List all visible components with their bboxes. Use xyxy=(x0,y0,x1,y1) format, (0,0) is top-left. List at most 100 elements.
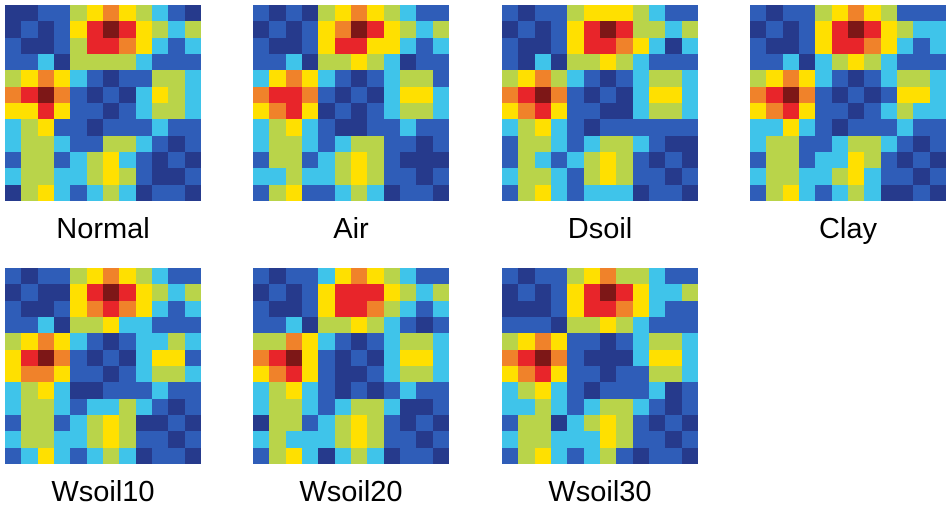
heatmap-cell xyxy=(5,168,22,185)
heatmap-cell xyxy=(302,168,319,185)
heatmap-cell xyxy=(54,119,71,136)
heatmap-cell xyxy=(551,333,568,350)
heatmap-cell xyxy=(37,37,54,54)
heatmap-cell xyxy=(616,86,633,103)
heatmap-cell xyxy=(432,382,449,399)
heatmap-cell xyxy=(135,152,152,169)
heatmap-cell xyxy=(583,366,600,383)
heatmap-cell xyxy=(831,86,848,103)
heatmap-cell xyxy=(681,333,698,350)
heatmap-cell xyxy=(135,21,152,38)
heatmap-cell xyxy=(583,5,600,22)
heatmap-cell xyxy=(815,152,832,169)
heatmap-cell xyxy=(70,268,87,285)
heatmap-cell xyxy=(782,103,799,120)
heatmap xyxy=(502,268,698,464)
heatmap-cell xyxy=(649,86,666,103)
heatmap-cell xyxy=(632,333,649,350)
heatmap-cell xyxy=(302,317,319,334)
heatmap-cell xyxy=(502,184,519,201)
heatmap-cell xyxy=(135,447,152,464)
heatmap-cell xyxy=(168,70,185,87)
heatmap-cell xyxy=(600,54,617,71)
heatmap-cell xyxy=(897,54,914,71)
heatmap-cell xyxy=(583,415,600,432)
heatmap-cell xyxy=(782,21,799,38)
heatmap-cell xyxy=(534,168,551,185)
heatmap-cell xyxy=(285,5,302,22)
heatmap-cell xyxy=(54,103,71,120)
heatmap-cell xyxy=(681,268,698,285)
heatmap-cell xyxy=(551,349,568,366)
heatmap-cell xyxy=(864,21,881,38)
heatmap-cell xyxy=(864,5,881,22)
heatmap-cell xyxy=(285,184,302,201)
heatmap-cell xyxy=(302,135,319,152)
heatmap-cell xyxy=(616,21,633,38)
heatmap-cell xyxy=(269,103,286,120)
heatmap-cell xyxy=(367,5,384,22)
heatmap-cell xyxy=(616,382,633,399)
heatmap-cell xyxy=(86,431,103,448)
heatmap-cell xyxy=(616,300,633,317)
heatmap-cell xyxy=(302,152,319,169)
heatmap-cell xyxy=(21,284,38,301)
heatmap-cell xyxy=(70,398,87,415)
heatmap-cell xyxy=(880,103,897,120)
heatmap-cell xyxy=(518,398,535,415)
heatmap-cell xyxy=(583,349,600,366)
heatmap-cell xyxy=(815,37,832,54)
heatmap-cell xyxy=(135,317,152,334)
heatmap-cell xyxy=(616,135,633,152)
heatmap-cell xyxy=(152,184,169,201)
heatmap-cell xyxy=(168,300,185,317)
heatmap-cell xyxy=(864,119,881,136)
heatmap-cell xyxy=(152,398,169,415)
heatmap-cell xyxy=(831,103,848,120)
heatmap-cell xyxy=(103,86,120,103)
heatmap-cell xyxy=(681,135,698,152)
heatmap-cell xyxy=(416,431,433,448)
heatmap xyxy=(5,268,201,464)
heatmap-cell xyxy=(782,54,799,71)
heatmap-cell xyxy=(70,349,87,366)
heatmap-cell xyxy=(86,70,103,87)
heatmap-cell xyxy=(135,415,152,432)
heatmap-cell xyxy=(665,119,682,136)
heatmap-cell xyxy=(616,119,633,136)
heatmap-cell xyxy=(416,184,433,201)
heatmap-cell xyxy=(86,300,103,317)
heatmap-cell xyxy=(86,86,103,103)
heatmap-cell xyxy=(518,415,535,432)
heatmap-cell xyxy=(103,5,120,22)
heatmap-cell xyxy=(54,300,71,317)
heatmap-cell xyxy=(184,284,201,301)
heatmap-cell xyxy=(551,103,568,120)
heatmap-cell xyxy=(302,349,319,366)
heatmap-cell xyxy=(334,103,351,120)
heatmap-cell xyxy=(184,300,201,317)
heatmap-cell xyxy=(168,366,185,383)
heatmap-cell xyxy=(400,333,417,350)
heatmap-cell xyxy=(168,119,185,136)
heatmap-cell xyxy=(318,135,335,152)
heatmap-cell xyxy=(897,5,914,22)
heatmap-cell xyxy=(400,184,417,201)
heatmap-cell xyxy=(269,184,286,201)
heatmap-cell xyxy=(37,431,54,448)
heatmap-cell xyxy=(913,152,930,169)
heatmap-cell xyxy=(103,103,120,120)
heatmap-cell xyxy=(766,119,783,136)
heatmap-cell xyxy=(649,70,666,87)
heatmap-cell xyxy=(583,54,600,71)
heatmap-cell xyxy=(848,86,865,103)
heatmap-cell xyxy=(383,333,400,350)
heatmap-cell xyxy=(152,5,169,22)
heatmap-cell xyxy=(929,86,946,103)
heatmap-cell xyxy=(432,300,449,317)
heatmap-cell xyxy=(367,21,384,38)
heatmap-cell xyxy=(416,317,433,334)
heatmap-cell xyxy=(383,21,400,38)
heatmap-cell xyxy=(152,54,169,71)
heatmap-cell xyxy=(815,168,832,185)
